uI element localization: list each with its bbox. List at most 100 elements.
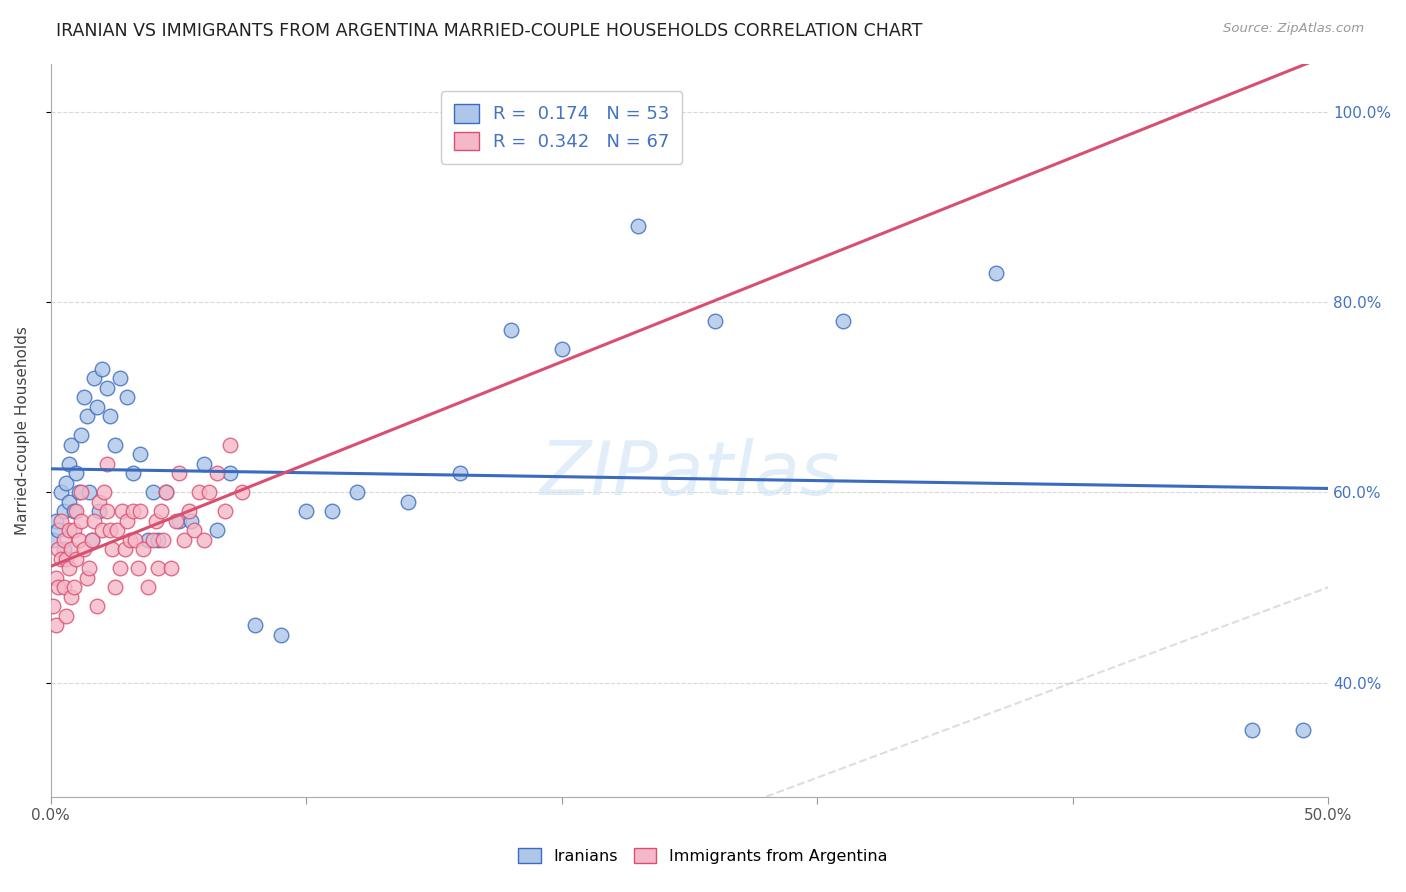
- Point: [398, 494, 420, 508]
- Point: [98, 523, 121, 537]
- Point: [80, 533, 103, 547]
- Point: [63, 580, 86, 594]
- Point: [121, 466, 143, 480]
- Point: [149, 504, 172, 518]
- Point: [188, 485, 211, 500]
- Point: [104, 437, 127, 451]
- Legend: Iranians, Immigrants from Argentina: Iranians, Immigrants from Argentina: [512, 842, 894, 871]
- Point: [58, 561, 80, 575]
- Point: [98, 409, 121, 423]
- Point: [167, 514, 190, 528]
- Point: [114, 542, 136, 557]
- Point: [45, 571, 67, 585]
- Point: [55, 475, 77, 490]
- Point: [136, 580, 159, 594]
- Point: [49, 485, 72, 500]
- Point: [142, 485, 165, 500]
- Point: [117, 514, 139, 528]
- Point: [52, 580, 75, 594]
- Point: [245, 618, 267, 632]
- Point: [218, 466, 240, 480]
- Point: [65, 551, 87, 566]
- Point: [63, 523, 86, 537]
- Point: [127, 561, 149, 575]
- Point: [49, 551, 72, 566]
- Point: [96, 380, 118, 394]
- Point: [70, 428, 93, 442]
- Point: [321, 504, 343, 518]
- Text: IRANIAN VS IMMIGRANTS FROM ARGENTINA MARRIED-COUPLE HOUSEHOLDS CORRELATION CHART: IRANIAN VS IMMIGRANTS FROM ARGENTINA MAR…: [56, 22, 922, 40]
- Point: [449, 466, 471, 480]
- Point: [63, 504, 86, 518]
- Point: [205, 523, 228, 537]
- Point: [231, 485, 253, 500]
- Point: [48, 523, 70, 537]
- Point: [152, 533, 174, 547]
- Point: [704, 314, 727, 328]
- Point: [58, 457, 80, 471]
- Point: [167, 466, 190, 480]
- Text: Source: ZipAtlas.com: Source: ZipAtlas.com: [1223, 22, 1364, 36]
- Point: [58, 494, 80, 508]
- Point: [177, 504, 200, 518]
- Point: [108, 561, 131, 575]
- Point: [180, 514, 202, 528]
- Point: [193, 533, 215, 547]
- Point: [205, 466, 228, 480]
- Point: [89, 504, 111, 518]
- Point: [198, 485, 221, 500]
- Point: [76, 571, 98, 585]
- Point: [80, 533, 103, 547]
- Point: [65, 466, 87, 480]
- Point: [67, 533, 90, 547]
- Point: [124, 533, 146, 547]
- Point: [90, 361, 112, 376]
- Point: [86, 400, 108, 414]
- Point: [111, 504, 134, 518]
- Point: [60, 542, 83, 557]
- Point: [108, 371, 131, 385]
- Point: [104, 580, 127, 594]
- Point: [96, 457, 118, 471]
- Point: [52, 542, 75, 557]
- Point: [117, 390, 139, 404]
- Point: [45, 618, 67, 632]
- Point: [142, 533, 165, 547]
- Point: [160, 561, 183, 575]
- Point: [83, 514, 105, 528]
- Point: [67, 485, 90, 500]
- Point: [145, 514, 167, 528]
- Point: [48, 580, 70, 594]
- Point: [42, 599, 65, 614]
- Point: [55, 608, 77, 623]
- Text: ZIPatlas: ZIPatlas: [540, 438, 839, 510]
- Point: [270, 628, 292, 642]
- Point: [45, 514, 67, 528]
- Point: [52, 504, 75, 518]
- Point: [132, 542, 155, 557]
- Point: [49, 514, 72, 528]
- Y-axis label: Married-couple Households: Married-couple Households: [15, 326, 30, 535]
- Point: [77, 561, 100, 575]
- Point: [121, 504, 143, 518]
- Point: [214, 504, 236, 518]
- Point: [155, 485, 177, 500]
- Point: [295, 504, 318, 518]
- Point: [165, 514, 187, 528]
- Point: [76, 409, 98, 423]
- Point: [551, 343, 574, 357]
- Point: [146, 533, 169, 547]
- Point: [129, 504, 152, 518]
- Point: [146, 561, 169, 575]
- Point: [105, 523, 128, 537]
- Point: [48, 542, 70, 557]
- Point: [55, 551, 77, 566]
- Point: [1240, 723, 1263, 737]
- Point: [627, 219, 650, 233]
- Point: [90, 523, 112, 537]
- Point: [346, 485, 368, 500]
- Point: [984, 266, 1007, 280]
- Point: [58, 523, 80, 537]
- Point: [89, 494, 111, 508]
- Point: [218, 437, 240, 451]
